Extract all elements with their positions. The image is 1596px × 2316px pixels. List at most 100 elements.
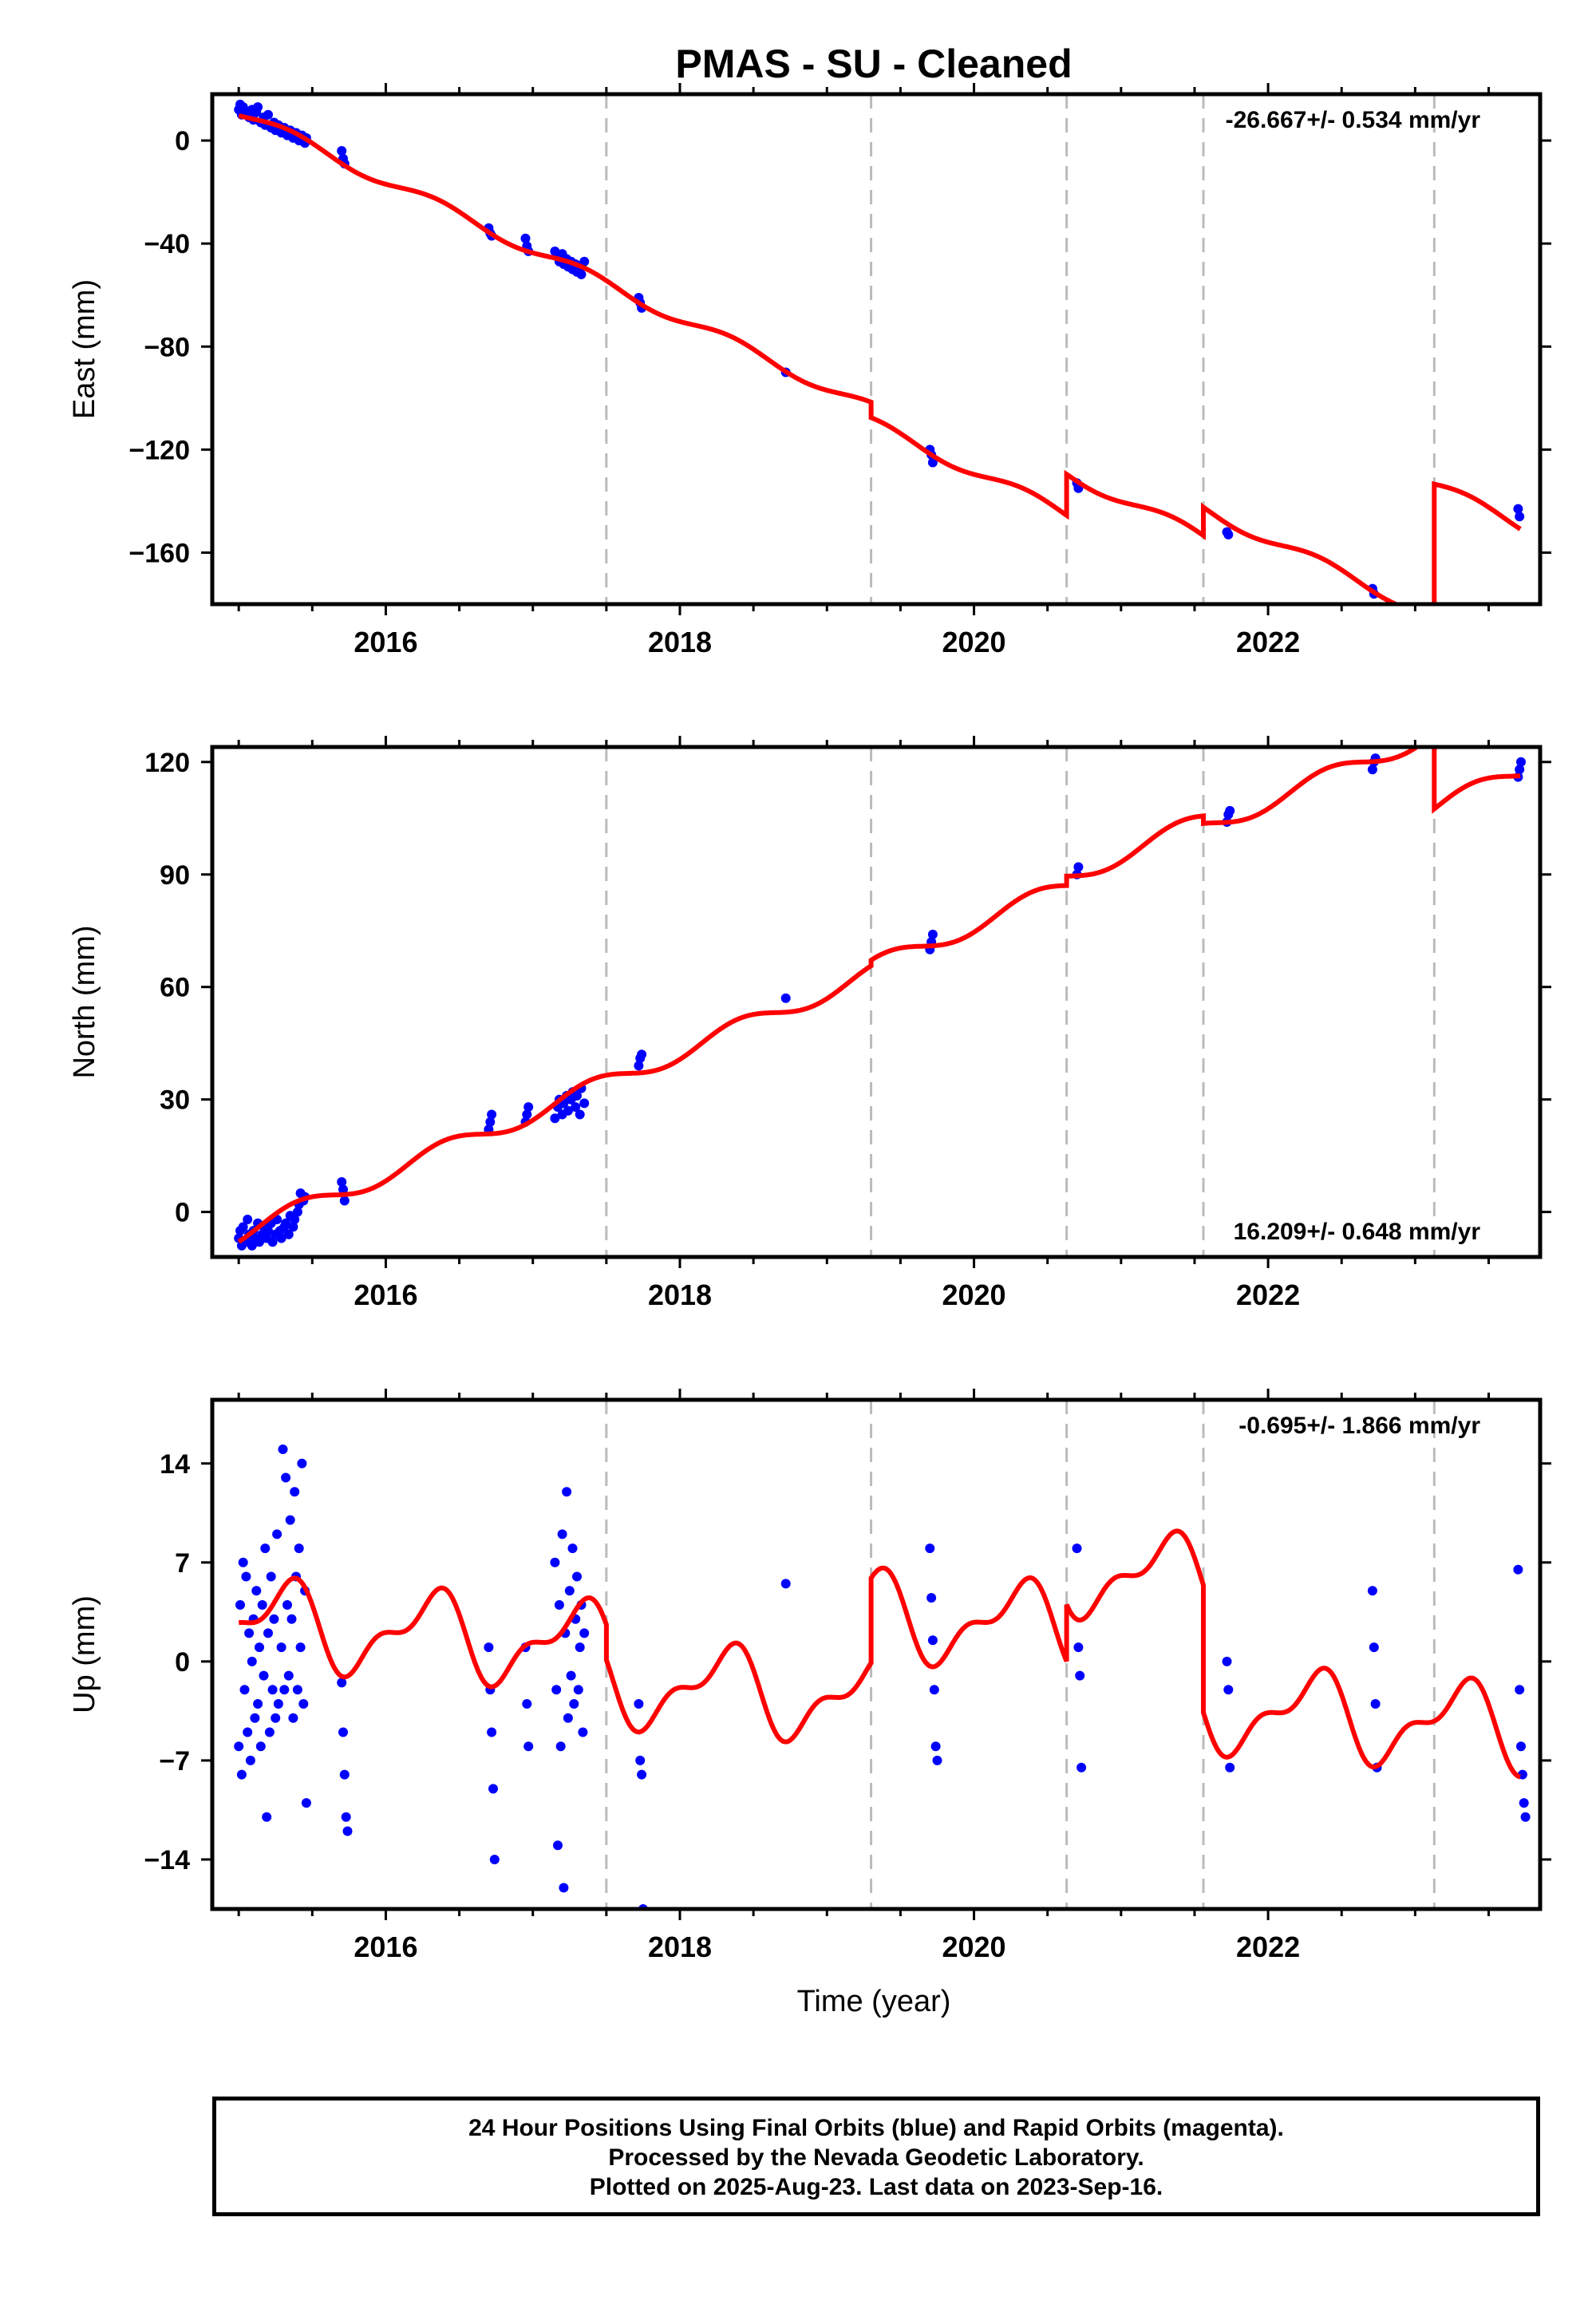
data-point [253,102,263,113]
data-point [1515,512,1525,522]
data-point [263,109,273,120]
data-point [260,1543,271,1554]
data-point [1513,504,1523,514]
data-point [1225,805,1235,816]
data-point [780,993,791,1003]
data-point [253,1699,263,1709]
y-tick-label: 7 [175,1548,190,1579]
data-point [579,1098,590,1109]
x-tick-label: 2020 [942,626,1005,658]
data-point [281,1472,291,1483]
x-tick-label: 2018 [648,1931,712,1963]
data-point [236,1769,247,1780]
data-point [550,1557,560,1567]
data-point [489,1855,500,1864]
data-point [555,1741,566,1752]
data-point [575,1109,585,1120]
data-point [930,1741,941,1752]
data-point [243,1727,253,1737]
data-point [337,1177,347,1187]
data-point [1222,1656,1232,1666]
data-point [562,1487,572,1497]
data-point [575,1642,585,1653]
data-point [564,1586,575,1596]
data-point [569,1699,579,1709]
x-tick-label: 2020 [942,1931,1005,1963]
y-tick-label: −14 [144,1845,190,1875]
data-point [563,1105,573,1116]
data-point [579,256,590,267]
data-point [288,1222,298,1232]
data-point [286,1614,297,1624]
y-tick-label: 120 [144,748,190,778]
data-point [559,1883,569,1893]
data-point [637,1049,647,1060]
x-tick-label: 2022 [1236,1931,1300,1963]
data-point [1515,1685,1525,1695]
data-point [1370,1699,1381,1709]
model-curve [238,113,1522,604]
data-point [338,1727,348,1737]
data-point [1073,862,1084,872]
data-point [1077,1762,1087,1773]
data-point [523,1102,534,1113]
data-point [553,1840,563,1851]
data-point [634,1061,644,1071]
x-tick-label: 2018 [648,626,712,658]
x-tick-label: 2016 [354,626,417,658]
data-point [278,1445,288,1454]
data-point [298,1699,309,1709]
data-point [239,1685,250,1695]
y-axis-label: Up (mm) [68,1595,101,1713]
data-point [566,1670,576,1681]
data-point [259,1670,269,1681]
data-point [263,1628,273,1638]
data-point [281,1218,291,1228]
data-point [263,1226,273,1236]
data-point [267,1685,278,1695]
data-point [926,1593,937,1603]
data-point [235,1600,245,1610]
data-point [255,1741,266,1752]
data-point [1367,765,1377,775]
north-panel: 0 30 60 90 120 2016 2018 2020 2022 North (mm) 16.2… [68,736,1551,1311]
data-point [484,1642,494,1653]
data-point [276,1642,286,1653]
y-tick-label: −7 [159,1746,190,1777]
plot-frame [210,1397,1543,1911]
data-point [283,1229,294,1239]
data-point [338,1184,348,1195]
data-point [1367,1586,1377,1596]
data-point [1516,757,1526,767]
figure: PMAS - SU - Cleaned 0 −40 −80 −120 −160 2016 2… [68,41,1551,2018]
data-point [567,1543,578,1554]
y-axis-label: East (mm) [68,279,101,419]
data-point [927,929,938,939]
data-point [247,1656,257,1666]
data-point [1225,1762,1235,1773]
data-point [290,1215,300,1224]
data-points [234,99,1525,599]
x-tick-label: 2020 [942,1279,1005,1311]
data-point [292,1685,302,1695]
data-point [487,1109,497,1120]
model-curve [238,1528,1521,1780]
data-point [1223,529,1234,539]
data-point [573,1685,583,1695]
data-point [241,1571,251,1582]
y-tick-label: 90 [160,860,190,891]
data-point [563,1713,573,1723]
data-point [275,1388,285,1397]
data-point [927,457,938,468]
data-point [339,1769,350,1780]
data-point [635,1755,646,1765]
data-point [929,1685,939,1695]
data-point [572,1571,582,1582]
data-point [243,1215,253,1224]
data-point [520,233,531,243]
data-point [487,1727,497,1737]
data-point [294,1543,304,1554]
data-point [780,1579,791,1589]
data-point [341,1812,351,1822]
data-point [571,1102,581,1113]
